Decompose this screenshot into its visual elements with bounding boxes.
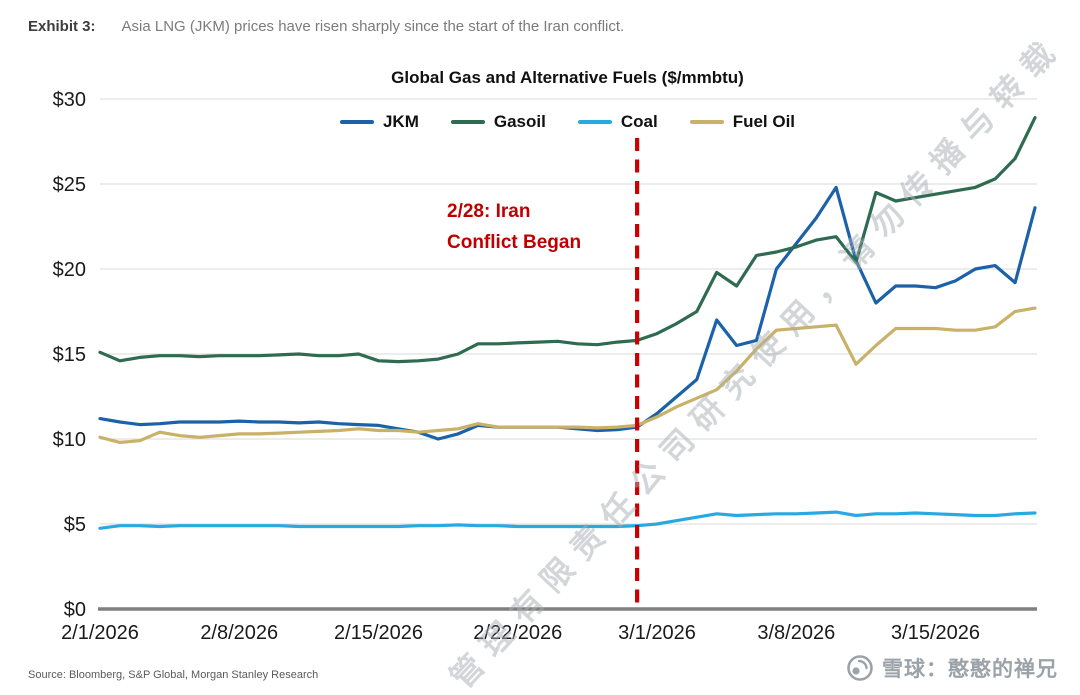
chart-title: Global Gas and Alternative Fuels ($/mmbt… xyxy=(391,68,744,87)
x-tick-label: 2/22/2026 xyxy=(473,622,562,644)
legend-label: Fuel Oil xyxy=(732,112,796,131)
y-tick-label: $10 xyxy=(53,429,86,451)
legend-label: Coal xyxy=(620,112,658,131)
event-annotation-line2: Conflict Began xyxy=(447,232,582,253)
legend-item-jkm: JKM xyxy=(339,112,419,132)
exhibit-caption: Asia LNG (JKM) prices have risen sharply… xyxy=(121,18,625,35)
x-tick-label: 2/8/2026 xyxy=(200,622,278,644)
legend-label: JKM xyxy=(382,112,419,131)
y-tick-label: $0 xyxy=(64,599,86,621)
source-note: Source: Bloomberg, S&P Global, Morgan St… xyxy=(28,669,319,681)
y-tick-label: $5 xyxy=(64,514,86,536)
exhibit-number: Exhibit 3: xyxy=(28,18,96,35)
series-line-fuel-oil xyxy=(98,306,1037,444)
y-tick-label: $15 xyxy=(53,344,86,366)
chart-legend: JKM Gasoil Coal Fuel Oil xyxy=(100,112,1035,132)
snowball-logo-icon xyxy=(847,655,873,681)
y-tick-label: $25 xyxy=(53,174,86,196)
x-tick-label: 2/1/2026 xyxy=(61,622,139,644)
legend-item-coal: Coal xyxy=(577,112,658,132)
y-tick-label: $30 xyxy=(53,89,86,111)
legend-label: Gasoil xyxy=(493,112,546,131)
legend-swatch xyxy=(450,120,485,124)
x-tick-label: 3/1/2026 xyxy=(618,622,696,644)
legend-item-gasoil: Gasoil xyxy=(450,112,546,132)
exhibit-header: Exhibit 3: Asia LNG (JKM) prices have ris… xyxy=(28,18,624,35)
brand-text: 雪球：憨憨的禅兄 xyxy=(882,658,1058,681)
series-line-gasoil xyxy=(98,116,1037,364)
legend-swatch xyxy=(689,120,724,124)
brand-watermark: 雪球：憨憨的禅兄 xyxy=(846,653,1058,683)
series-line-coal xyxy=(98,510,1037,530)
x-tick-label: 3/15/2026 xyxy=(891,622,980,644)
event-annotation-line1: 2/28: Iran xyxy=(447,201,531,222)
x-tick-label: 3/8/2026 xyxy=(757,622,835,644)
legend-swatch xyxy=(577,120,612,124)
event-annotation: 2/28: Iran Conflict Began xyxy=(447,196,581,258)
legend-item-fuel-oil: Fuel Oil xyxy=(689,112,796,132)
legend-swatch xyxy=(339,120,374,124)
y-tick-label: $20 xyxy=(53,259,86,281)
x-tick-label: 2/15/2026 xyxy=(334,622,423,644)
